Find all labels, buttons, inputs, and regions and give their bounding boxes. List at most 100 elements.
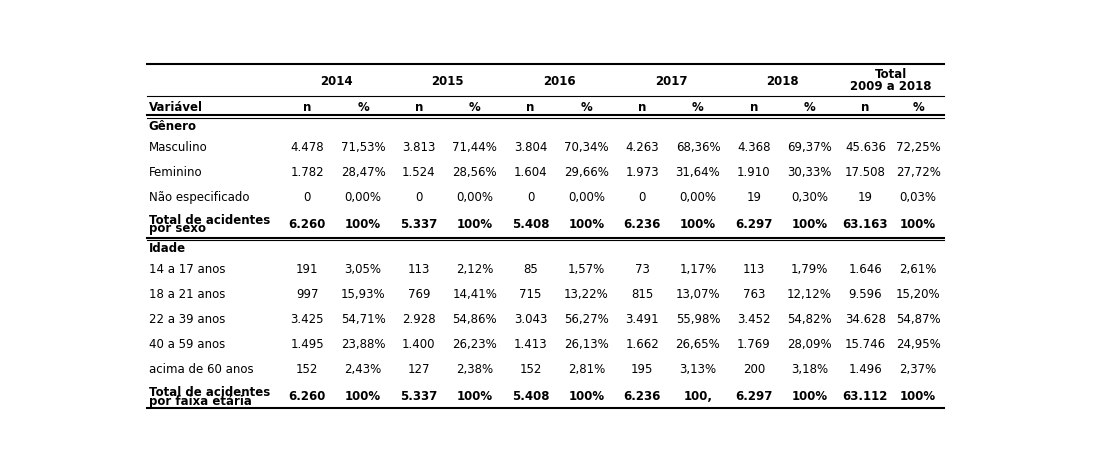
Text: n: n [638,101,646,114]
Text: 3,05%: 3,05% [345,263,381,275]
Text: 100,: 100, [684,389,712,402]
Text: 6.236: 6.236 [624,217,660,230]
Text: 71,44%: 71,44% [452,141,497,154]
Text: 45.636: 45.636 [845,141,886,154]
Text: 997: 997 [296,288,318,300]
Text: 195: 195 [630,363,654,375]
Text: 1.769: 1.769 [737,338,771,350]
Text: 2016: 2016 [543,75,575,88]
Text: 6.260: 6.260 [288,217,326,230]
Text: 0,30%: 0,30% [791,191,828,204]
Text: 1.604: 1.604 [514,166,547,179]
Text: 2017: 2017 [655,75,687,88]
Text: 2,61%: 2,61% [900,263,937,275]
Text: 191: 191 [296,263,318,275]
Text: 1.524: 1.524 [402,166,435,179]
Text: 100%: 100% [345,217,381,230]
Text: 100%: 100% [791,217,828,230]
Text: 55,98%: 55,98% [676,313,720,325]
Text: 15.746: 15.746 [844,338,886,350]
Text: 14 a 17 anos: 14 a 17 anos [148,263,225,275]
Text: n: n [304,101,311,114]
Text: n: n [414,101,423,114]
Text: 100%: 100% [568,217,604,230]
Text: 1.495: 1.495 [290,338,324,350]
Text: 4.478: 4.478 [290,141,324,154]
Text: 1.496: 1.496 [849,363,882,375]
Text: 1.413: 1.413 [514,338,547,350]
Text: 19: 19 [858,191,873,204]
Text: 3,18%: 3,18% [791,363,828,375]
Text: 28,47%: 28,47% [340,166,386,179]
Text: 3.425: 3.425 [290,313,324,325]
Text: 200: 200 [742,363,765,375]
Text: 63.112: 63.112 [843,389,889,402]
Text: 2,12%: 2,12% [456,263,493,275]
Text: 5.337: 5.337 [400,217,438,230]
Text: 1,57%: 1,57% [567,263,605,275]
Text: 100%: 100% [345,389,381,402]
Text: 6.297: 6.297 [735,217,772,230]
Text: por faixa etária: por faixa etária [148,394,252,407]
Text: 113: 113 [408,263,430,275]
Text: 100%: 100% [456,217,493,230]
Text: 0,00%: 0,00% [679,191,717,204]
Text: 15,93%: 15,93% [341,288,386,300]
Text: 26,23%: 26,23% [452,338,497,350]
Text: 85: 85 [523,263,537,275]
Text: 2,38%: 2,38% [456,363,493,375]
Text: 18 a 21 anos: 18 a 21 anos [148,288,225,300]
Text: Total de acidentes: Total de acidentes [148,385,270,398]
Text: 2,43%: 2,43% [345,363,381,375]
Text: 100%: 100% [900,217,936,230]
Text: 22 a 39 anos: 22 a 39 anos [148,313,225,325]
Text: 0: 0 [304,191,311,204]
Text: 68,36%: 68,36% [676,141,720,154]
Text: 14,41%: 14,41% [452,288,497,300]
Text: 28,09%: 28,09% [788,338,832,350]
Text: 5.337: 5.337 [400,389,438,402]
Text: 26,13%: 26,13% [564,338,608,350]
Text: Total: Total [875,68,907,81]
Text: 715: 715 [520,288,542,300]
Text: 1.910: 1.910 [737,166,770,179]
Text: 9.596: 9.596 [849,288,882,300]
Text: 1,79%: 1,79% [791,263,829,275]
Text: 29,66%: 29,66% [564,166,608,179]
Text: 26,65%: 26,65% [676,338,720,350]
Text: 2018: 2018 [767,75,799,88]
Text: %: % [581,101,592,114]
Text: 0: 0 [638,191,646,204]
Text: 69,37%: 69,37% [787,141,832,154]
Text: 54,86%: 54,86% [452,313,497,325]
Text: 2015: 2015 [431,75,464,88]
Text: 27,72%: 27,72% [895,166,941,179]
Text: %: % [803,101,815,114]
Text: %: % [912,101,924,114]
Text: Feminino: Feminino [148,166,203,179]
Text: 3.043: 3.043 [514,313,547,325]
Text: 6.297: 6.297 [735,389,772,402]
Text: Total de acidentes: Total de acidentes [148,213,270,226]
Text: 31,64%: 31,64% [676,166,720,179]
Text: 13,22%: 13,22% [564,288,608,300]
Text: 72,25%: 72,25% [896,141,941,154]
Text: 19: 19 [747,191,761,204]
Text: 23,88%: 23,88% [341,338,386,350]
Text: 4.263: 4.263 [625,141,659,154]
Text: 70,34%: 70,34% [564,141,608,154]
Text: Não especificado: Não especificado [148,191,249,204]
Text: 40 a 59 anos: 40 a 59 anos [148,338,225,350]
Text: 152: 152 [520,363,542,375]
Text: 5.408: 5.408 [512,217,550,230]
Text: n: n [861,101,870,114]
Text: %: % [357,101,369,114]
Text: 15,20%: 15,20% [896,288,941,300]
Text: 71,53%: 71,53% [341,141,386,154]
Text: 0: 0 [526,191,534,204]
Text: 100%: 100% [568,389,604,402]
Text: por sexo: por sexo [148,222,206,235]
Text: acima de 60 anos: acima de 60 anos [148,363,254,375]
Text: 54,82%: 54,82% [788,313,832,325]
Text: 2014: 2014 [320,75,352,88]
